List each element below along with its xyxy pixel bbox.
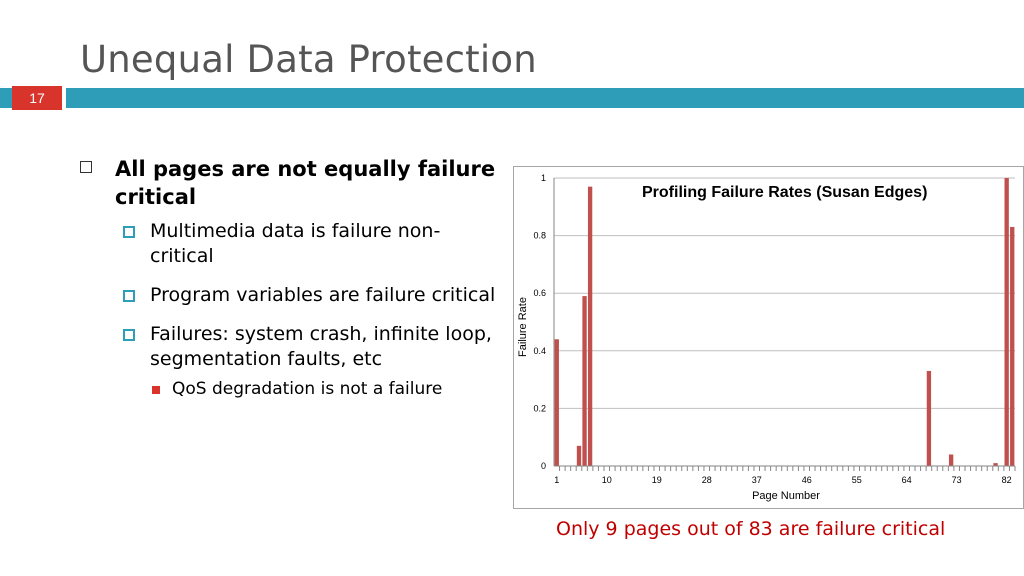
x-tick-label: 55	[852, 475, 862, 485]
chart-caption: Only 9 pages out of 83 are failure criti…	[556, 518, 946, 540]
bullet-text: Failures: system crash, infinite loop, s…	[150, 323, 492, 370]
x-tick-label: 10	[602, 475, 612, 485]
failure-rate-chart: 0 0.2 0.4 0.6 0.8 1 1 10 19 28 37 46 55 64 73 82 Profil…	[513, 166, 1024, 509]
bullet-list: All pages are not equally failure critic…	[80, 155, 500, 401]
bullet-level2: Program variables are failure critical	[120, 283, 500, 308]
bullet-text: All pages are not equally failure critic…	[115, 157, 496, 209]
chart-axes: 0 0.2 0.4 0.6 0.8 1 1 10 19 28 37 46 55 64 73 82	[533, 173, 1016, 485]
slide-number: 17	[12, 86, 62, 110]
x-axis-label: Page Number	[752, 490, 820, 502]
data-bar	[1004, 178, 1009, 466]
sub-bullet-list: Multimedia data is failure non-critical …	[80, 219, 500, 401]
x-tick-label: 82	[1002, 475, 1012, 485]
hollow-square-bullet-icon	[80, 161, 92, 173]
bullet-level2: Multimedia data is failure non-critical	[120, 219, 500, 269]
data-bar	[587, 186, 593, 466]
x-tick-label: 1	[554, 475, 559, 485]
data-bar	[576, 445, 582, 466]
chart-gridlines	[554, 177, 1015, 409]
x-tick-label: 46	[802, 475, 812, 485]
data-bar	[926, 370, 932, 466]
data-bar	[993, 463, 998, 466]
y-tick-label: 0.4	[533, 346, 546, 356]
filled-square-bullet-icon	[152, 386, 160, 394]
chart-title: Profiling Failure Rates (Susan Edges)	[642, 184, 927, 201]
square-bullet-icon	[123, 226, 135, 238]
data-bar	[948, 454, 954, 466]
bullet-level3: QoS degradation is not a failure	[150, 378, 500, 401]
y-tick-label: 0	[541, 461, 546, 471]
header-rule-left	[0, 88, 12, 108]
bullet-level1: All pages are not equally failure critic…	[80, 155, 500, 211]
x-tick-label: 28	[702, 475, 712, 485]
sub-sub-bullet-list: QoS degradation is not a failure	[120, 378, 500, 401]
data-bar	[1010, 226, 1015, 466]
chart-svg: 0 0.2 0.4 0.6 0.8 1 1 10 19 28 37 46 55 64 73 82 Profil…	[517, 173, 1016, 502]
chart-bars	[554, 178, 1015, 466]
y-axis-label: Failure Rate	[517, 297, 529, 357]
x-tick-label: 19	[652, 475, 662, 485]
header-rule	[66, 88, 1024, 108]
x-tick-label: 64	[902, 475, 912, 485]
slide-title: Unequal Data Protection	[80, 38, 537, 81]
y-tick-label: 0.6	[533, 288, 546, 298]
bullet-text: Program variables are failure critical	[150, 284, 496, 306]
bullet-text: QoS degradation is not a failure	[172, 379, 443, 399]
data-bar	[582, 296, 587, 466]
data-bar	[554, 339, 559, 466]
square-bullet-icon	[123, 290, 135, 302]
y-tick-label: 1	[541, 173, 546, 183]
y-tick-label: 0.8	[533, 231, 546, 241]
x-tick-label: 73	[952, 475, 962, 485]
y-tick-label: 0.2	[533, 403, 546, 413]
x-tick-label: 37	[752, 475, 762, 485]
square-bullet-icon	[123, 329, 135, 341]
bullet-text: Multimedia data is failure non-critical	[150, 220, 441, 267]
bullet-level2: Failures: system crash, infinite loop, s…	[120, 322, 500, 372]
